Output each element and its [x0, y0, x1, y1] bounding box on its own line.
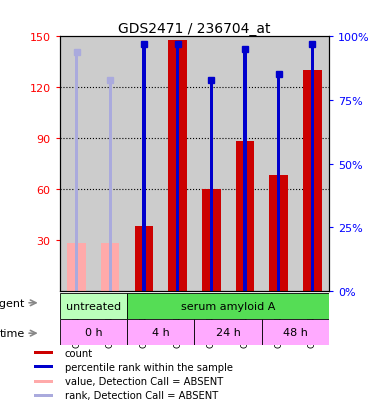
Bar	[127, 319, 194, 345]
Bar	[34, 366, 53, 368]
Text: 24 h: 24 h	[216, 327, 241, 337]
Bar	[243, 50, 247, 291]
Text: serum amyloid A: serum amyloid A	[181, 301, 275, 311]
Text: untreated: untreated	[66, 301, 121, 311]
Bar	[34, 351, 53, 354]
Bar	[277, 75, 280, 291]
Text: count: count	[65, 348, 93, 358]
Title: GDS2471 / 236704_at: GDS2471 / 236704_at	[118, 22, 271, 36]
Text: percentile rank within the sample: percentile rank within the sample	[65, 362, 233, 372]
Bar	[135, 227, 153, 291]
Bar	[311, 45, 314, 291]
Bar	[60, 319, 127, 345]
Bar	[34, 394, 53, 397]
Bar	[202, 190, 221, 291]
Text: rank, Detection Call = ABSENT: rank, Detection Call = ABSENT	[65, 390, 218, 400]
Text: time: time	[0, 328, 25, 338]
Bar	[262, 319, 329, 345]
Bar	[101, 244, 119, 291]
Bar	[67, 244, 86, 291]
Text: 48 h: 48 h	[283, 327, 308, 337]
Bar	[303, 71, 321, 291]
Bar	[270, 176, 288, 291]
Bar	[209, 81, 213, 291]
Bar	[34, 380, 53, 382]
Bar	[127, 293, 329, 319]
Bar	[176, 45, 179, 291]
Text: 0 h: 0 h	[85, 327, 102, 337]
Bar	[236, 142, 254, 291]
Bar	[60, 293, 127, 319]
Bar	[194, 319, 262, 345]
Bar	[142, 45, 146, 291]
Text: 4 h: 4 h	[152, 327, 170, 337]
Bar	[75, 52, 78, 291]
Text: value, Detection Call = ABSENT: value, Detection Call = ABSENT	[65, 376, 223, 386]
Text: agent: agent	[0, 298, 25, 308]
Bar	[168, 40, 187, 291]
Bar	[109, 81, 112, 291]
